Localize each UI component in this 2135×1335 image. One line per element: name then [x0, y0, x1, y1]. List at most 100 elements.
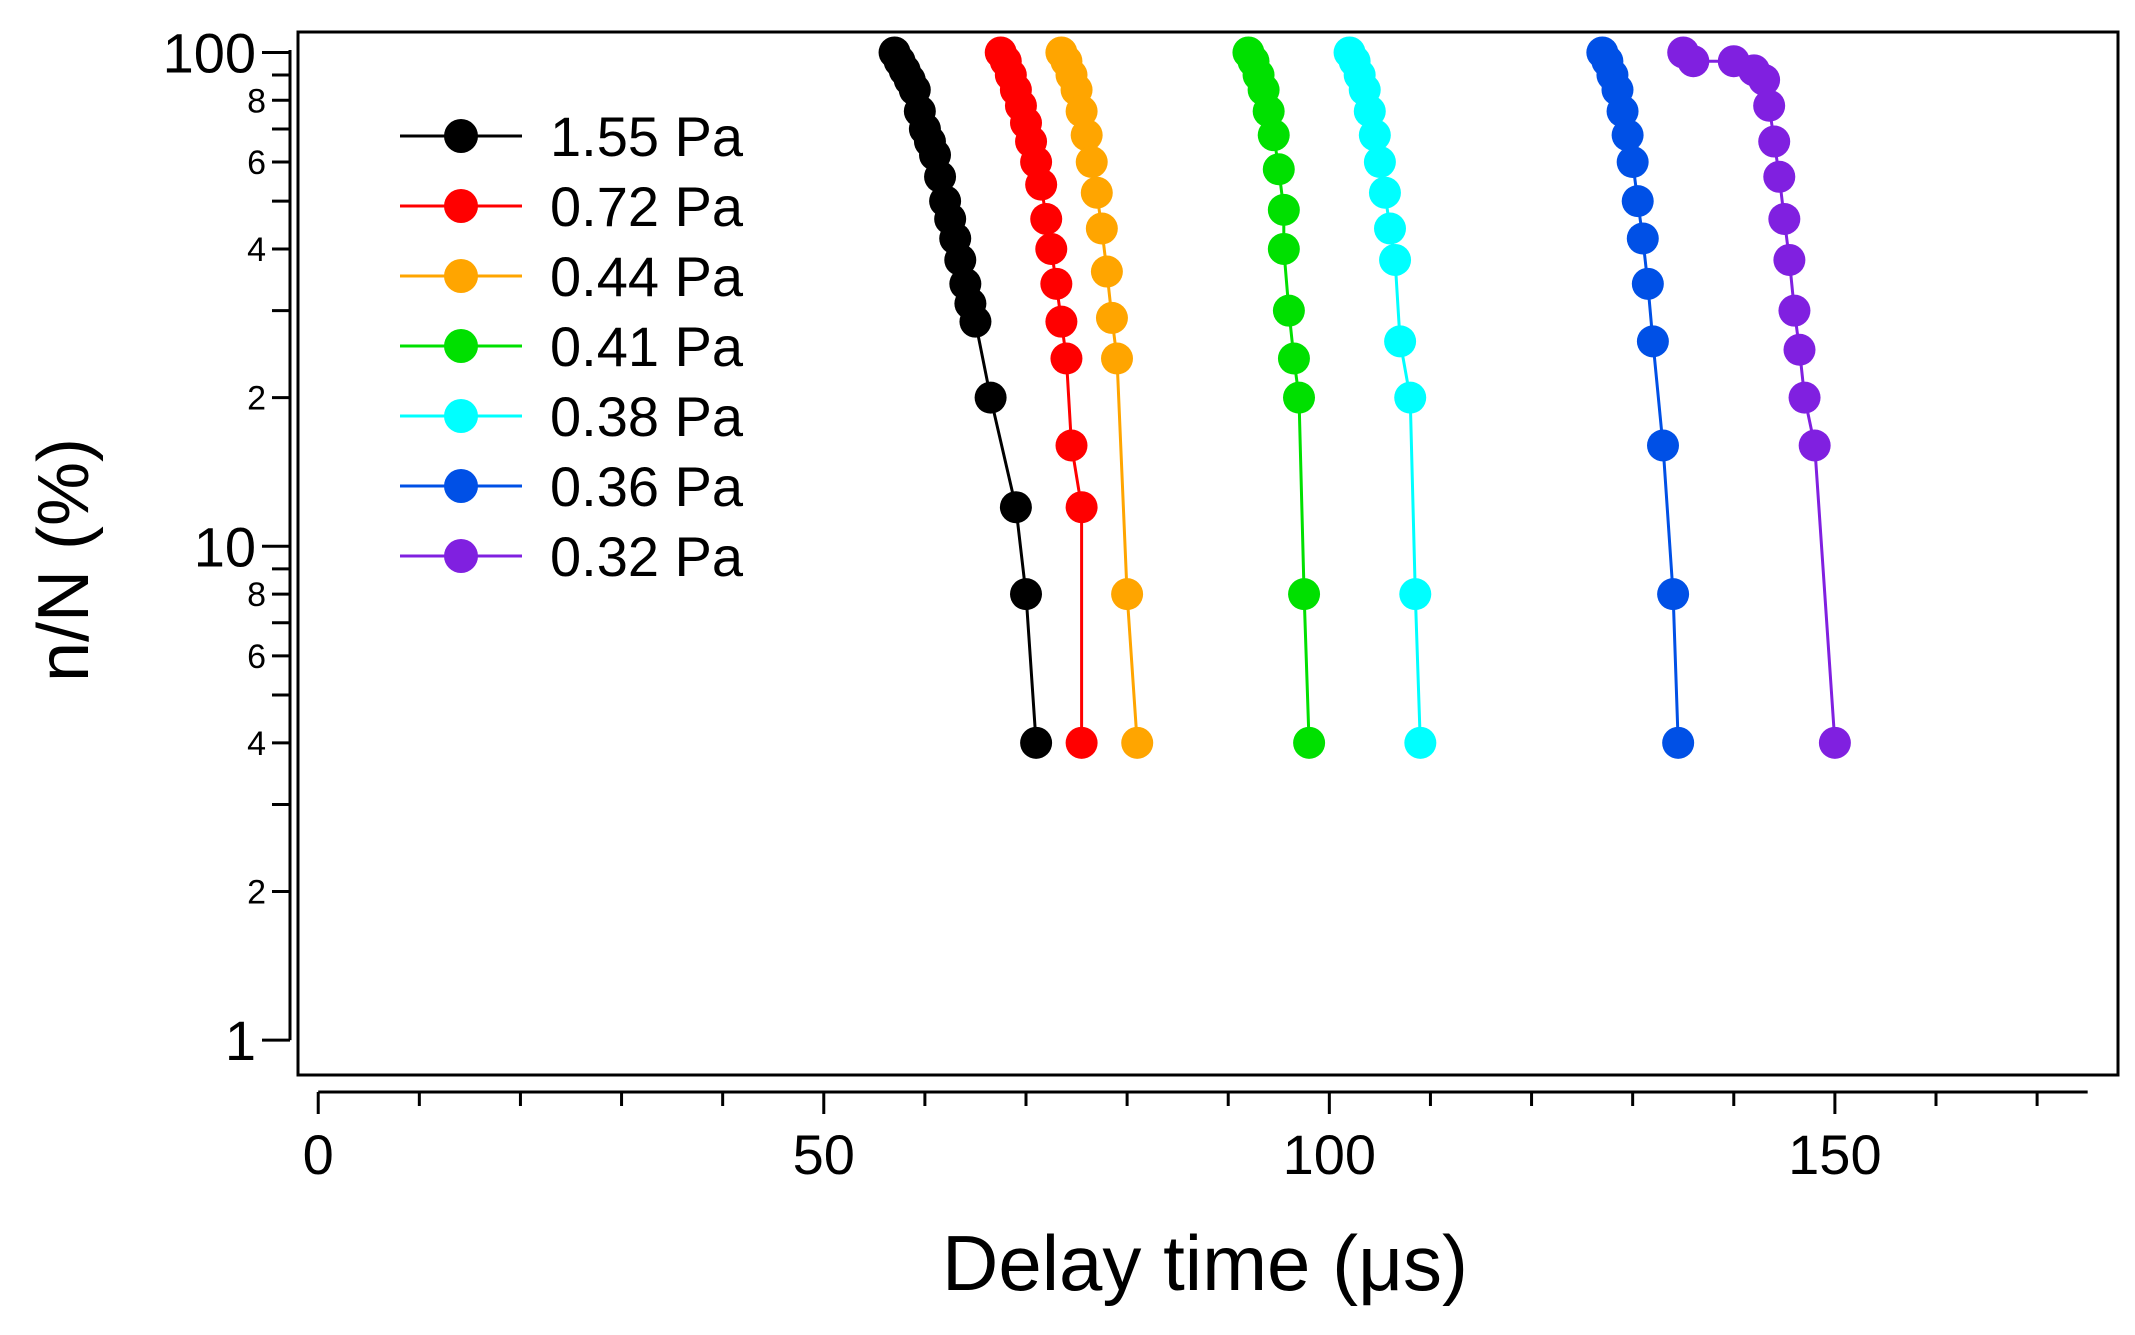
y-minor-tick-label: 8	[247, 576, 266, 614]
data-point	[1030, 202, 1063, 235]
data-point	[1404, 726, 1437, 759]
plot-frame	[296, 30, 2120, 1077]
data-point	[1636, 325, 1669, 358]
data-point	[1075, 146, 1108, 179]
data-point	[1070, 119, 1103, 152]
data-point	[924, 160, 957, 193]
x-axis-title: Delay time (μs)	[942, 1219, 1468, 1307]
data-point	[1379, 243, 1412, 276]
series-0-41-pa	[1232, 36, 1326, 759]
data-point	[1773, 243, 1806, 276]
data-point	[1363, 146, 1396, 179]
legend-swatch-marker	[444, 119, 478, 153]
legend-swatch-marker	[444, 539, 478, 573]
data-point	[1035, 232, 1068, 265]
data-point	[1631, 267, 1664, 300]
x-tick-label: 0	[303, 1123, 334, 1186]
data-point	[1055, 429, 1088, 462]
data-point	[1065, 726, 1098, 759]
data-point	[1374, 212, 1406, 245]
legend-label: 1.55 Pa	[550, 105, 744, 168]
y-axis-title: n/N (%)	[24, 438, 104, 682]
data-point	[1252, 95, 1285, 128]
data-point	[1662, 726, 1695, 759]
y-tick-label: 10	[194, 515, 256, 578]
series-0-38-pa	[1333, 36, 1437, 759]
data-point	[1065, 95, 1098, 128]
data-point	[1080, 176, 1113, 209]
data-point	[1763, 160, 1796, 193]
legend-swatch-marker	[444, 469, 478, 503]
data-point	[1272, 294, 1305, 327]
data-point	[1606, 95, 1639, 128]
axes: 1 10 100 2 4 6 8 2 4 6 8 0 50 100 150	[163, 21, 2120, 1186]
legend-label: 0.41 Pa	[550, 315, 744, 378]
data-point	[944, 243, 977, 276]
series-1-55-pa	[878, 36, 1053, 759]
data-point	[1788, 381, 1821, 414]
y-tick-label: 100	[163, 21, 256, 84]
x-tick-label: 150	[1788, 1123, 1881, 1186]
series-0-32-pa	[1667, 36, 1851, 759]
data-point	[1267, 232, 1300, 265]
y-minor-tick-label: 2	[247, 873, 266, 911]
data-point	[1050, 342, 1083, 375]
x-tick-label: 50	[793, 1123, 855, 1186]
legend-item: 0.32 Pa	[400, 525, 744, 588]
plot-area	[878, 36, 1851, 759]
data-point	[1101, 342, 1133, 375]
data-point	[1783, 333, 1816, 366]
data-point	[999, 491, 1032, 524]
legend-item: 0.36 Pa	[400, 455, 744, 518]
series-0-36-pa	[1586, 36, 1695, 759]
data-point	[1010, 578, 1042, 611]
data-point	[1748, 63, 1781, 96]
legend: 1.55 Pa 0.72 Pa 0.44 Pa 0.41 Pa 0.38 Pa 0.36 …	[400, 105, 744, 588]
y-minor-tick-label: 4	[247, 725, 266, 763]
data-point	[1768, 202, 1801, 235]
legend-item: 0.72 Pa	[400, 175, 744, 238]
data-point	[1121, 726, 1154, 759]
legend-swatch-marker	[444, 399, 478, 433]
legend-label: 0.44 Pa	[550, 245, 744, 308]
series-0-72-pa	[984, 36, 1098, 759]
legend-item: 0.44 Pa	[400, 245, 744, 308]
legend-item: 0.41 Pa	[400, 315, 744, 378]
data-point	[1095, 301, 1128, 334]
legend-swatch-marker	[444, 189, 478, 223]
data-point	[1753, 89, 1786, 122]
y-minor-tick-label: 6	[247, 144, 266, 182]
data-point	[1758, 125, 1791, 158]
data-point	[1267, 193, 1300, 226]
data-point	[1085, 212, 1118, 245]
data-point	[1621, 185, 1654, 218]
data-point	[959, 305, 992, 338]
data-point	[1778, 294, 1811, 327]
data-point	[1394, 381, 1427, 414]
data-point	[1399, 578, 1432, 611]
data-point	[1045, 305, 1078, 338]
y-minor-tick-label: 4	[247, 231, 266, 269]
legend-label: 0.32 Pa	[550, 525, 744, 588]
legend-label: 0.36 Pa	[550, 455, 744, 518]
data-point	[1798, 429, 1831, 462]
legend-swatch-marker	[444, 259, 478, 293]
data-point	[1293, 726, 1326, 759]
data-point	[1065, 491, 1098, 524]
data-point	[1677, 45, 1710, 78]
data-point	[974, 381, 1007, 414]
series-0-44-pa	[1045, 36, 1154, 759]
y-minor-tick-label: 6	[247, 638, 266, 676]
data-point	[1818, 726, 1851, 759]
data-point	[1283, 381, 1315, 414]
data-point	[1111, 578, 1144, 611]
data-point	[1657, 578, 1690, 611]
data-point	[1277, 342, 1310, 375]
data-point	[1384, 325, 1417, 358]
data-point	[1616, 146, 1649, 179]
data-point	[1288, 578, 1321, 611]
x-tick-label: 100	[1283, 1123, 1376, 1186]
data-point	[1090, 255, 1123, 288]
data-point	[1020, 726, 1053, 759]
